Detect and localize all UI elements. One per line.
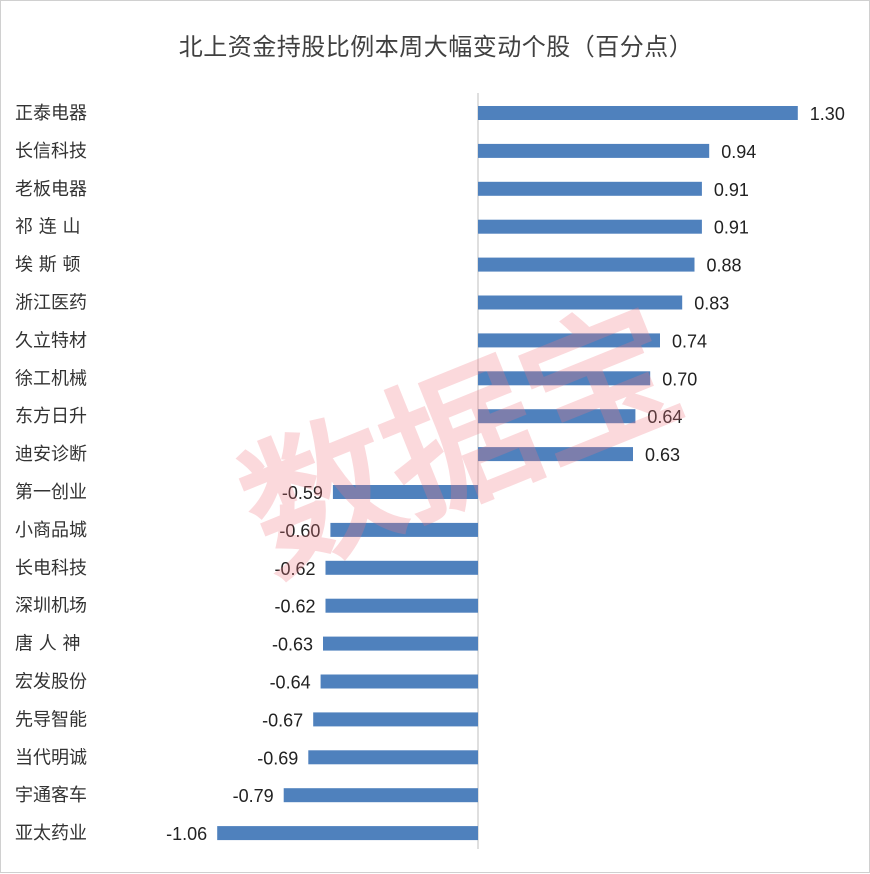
data-label: 0.64 [647,407,682,427]
bar [308,750,478,765]
category-label: 宏发股份 [15,672,87,693]
category-label: 老板电器 [15,179,87,200]
data-label: -1.06 [166,824,207,844]
bar [478,143,710,158]
data-label: -0.62 [274,559,315,579]
bar [283,788,478,803]
data-label: -0.59 [282,483,323,503]
bar [478,371,651,386]
data-label: -0.79 [233,786,274,806]
data-label: 0.94 [721,142,756,162]
bar [478,257,695,272]
bar [478,409,636,424]
category-label: 久立特材 [15,330,87,351]
bar [478,106,798,120]
bar [478,181,702,196]
bar [325,560,478,575]
data-label: -0.64 [270,673,311,693]
data-label: 0.91 [714,180,749,200]
data-label: -0.60 [279,521,320,541]
category-label: 浙江医药 [15,293,87,314]
category-label: 唐 人 神 [15,634,80,655]
bar [313,712,478,727]
data-label: -0.69 [257,748,298,768]
category-label: 宇通客车 [15,785,87,806]
category-label: 亚太药业 [15,823,87,844]
bar [217,826,478,841]
data-label: 0.74 [672,331,707,351]
data-label: 0.88 [707,256,742,276]
bar [478,447,633,462]
category-label: 正泰电器 [15,103,87,124]
data-label: 0.83 [694,294,729,314]
data-label: 1.30 [810,104,845,124]
data-label: 0.91 [714,218,749,238]
bar [478,295,683,310]
category-label: 徐工机械 [15,368,87,389]
category-label: 埃 斯 顿 [15,255,80,276]
bar [478,333,660,348]
category-label: 迪安诊断 [15,444,87,465]
data-label: 0.63 [645,445,680,465]
bar [330,522,478,537]
chart-title: 北上资金持股比例本周大幅变动个股（百分点） [178,33,694,61]
category-label: 长信科技 [15,141,87,162]
category-label: 长电科技 [15,558,87,579]
data-label: -0.62 [274,597,315,617]
category-label: 当代明诚 [15,747,87,768]
data-label: -0.63 [272,635,313,655]
category-label: 祁 连 山 [15,217,80,238]
bar [478,219,702,234]
category-label: 小商品城 [15,520,87,541]
bar [332,485,478,499]
bar [320,674,478,689]
category-label: 东方日升 [15,406,87,427]
category-label: 先导智能 [15,709,87,730]
bar [325,598,478,613]
data-label: -0.67 [262,710,303,730]
bar [323,636,478,651]
category-label: 第一创业 [15,482,87,503]
category-label: 深圳机场 [15,596,87,617]
data-label: 0.70 [662,369,697,389]
